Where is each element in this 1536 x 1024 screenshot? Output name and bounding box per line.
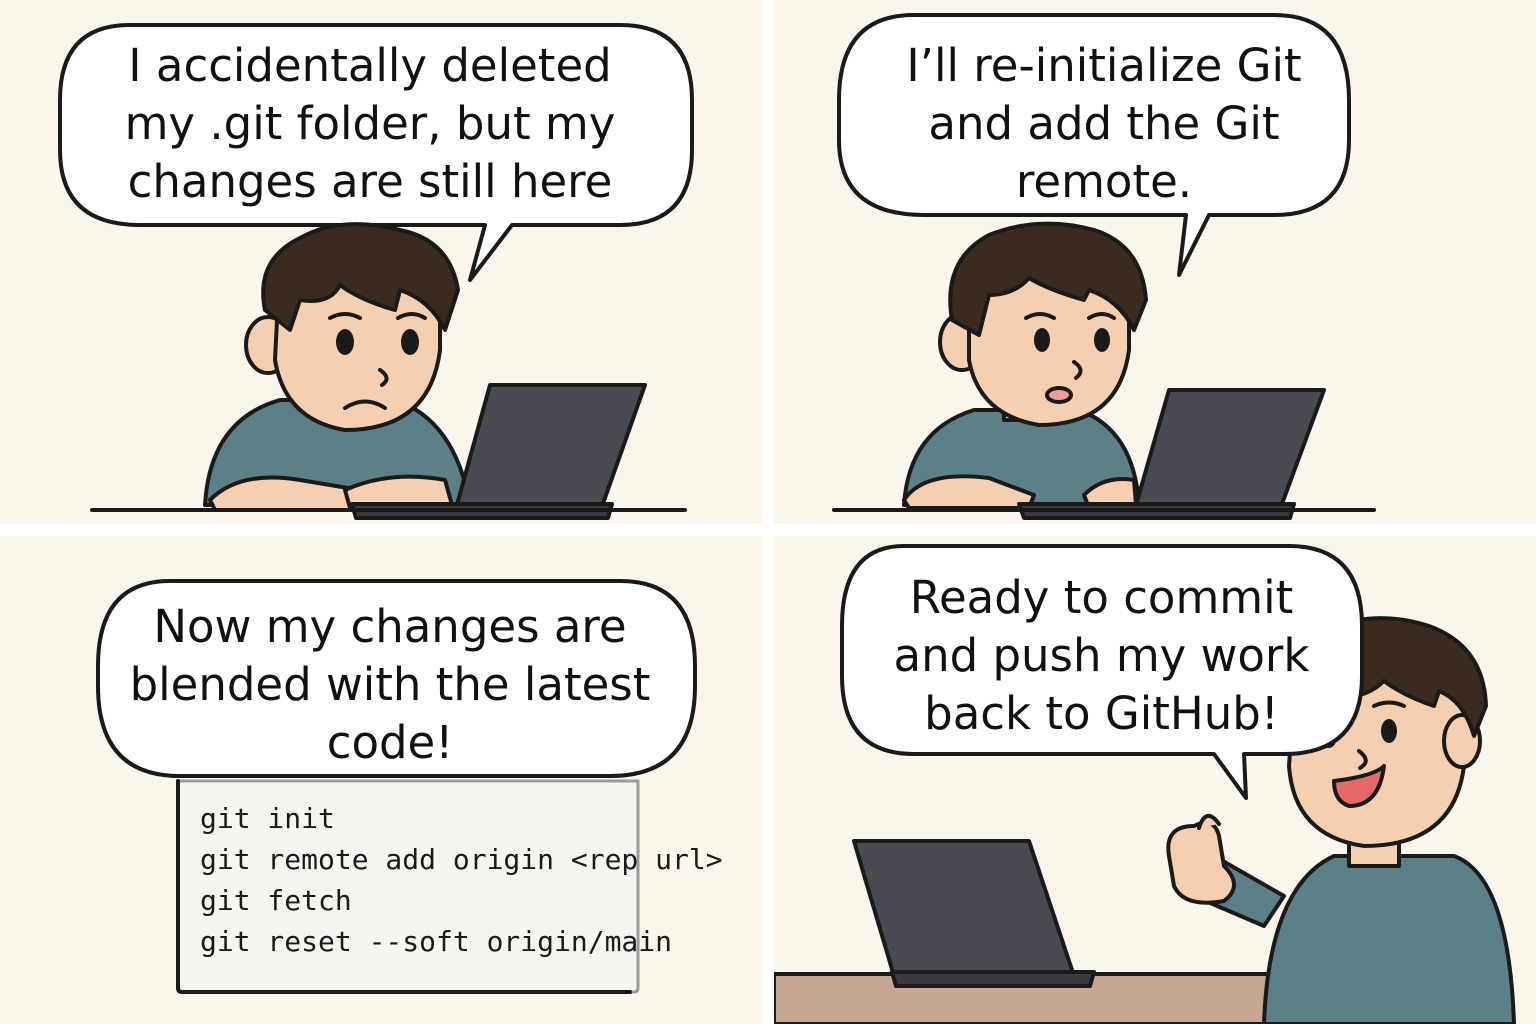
command-line: git fetch bbox=[200, 884, 352, 917]
speech-bubble-text: Ready to commit and push my work back to… bbox=[869, 569, 1334, 743]
comic-panel-2: I’ll re-initialize Git and add the Git r… bbox=[774, 0, 1536, 524]
git-commands: git init git remote add origin <rep url> g… bbox=[200, 798, 723, 962]
speech-line: my .git folder, but my bbox=[124, 97, 616, 150]
speech-line: blended with the latest bbox=[129, 658, 651, 711]
speech-line: I’ll re-initialize Git bbox=[906, 39, 1302, 92]
comic-panel-1: I accidentally deleted my .git folder, b… bbox=[0, 0, 762, 524]
thumbs-up-boy-illustration bbox=[774, 544, 1516, 1024]
speech-bubble bbox=[837, 13, 1351, 277]
laptop-screen bbox=[453, 383, 647, 514]
speech-line: Ready to commit bbox=[909, 571, 1294, 624]
comic-panel-3: Now my changes are blended with the late… bbox=[0, 536, 762, 1024]
speech-line: I accidentally deleted bbox=[128, 39, 612, 92]
speech-line: remote. bbox=[1015, 155, 1193, 208]
speech-line: Now my changes are bbox=[153, 600, 627, 653]
laptop-screen bbox=[852, 839, 1076, 978]
worried-boy-illustration bbox=[58, 23, 694, 520]
talking-boy-illustration bbox=[832, 13, 1376, 520]
speech-line: code! bbox=[326, 716, 454, 769]
speech-line: and add the Git bbox=[928, 97, 1280, 150]
speech-line: back to GitHub! bbox=[924, 687, 1279, 740]
speech-bubble bbox=[840, 544, 1364, 800]
command-line: git remote add origin <rep url> bbox=[200, 843, 723, 876]
speech-bubble-text: I’ll re-initialize Git and add the Git r… bbox=[869, 37, 1339, 211]
thumbs-up-hand bbox=[1166, 820, 1236, 905]
bubble-and-terminal-illustration bbox=[96, 579, 697, 994]
speech-bubble-text: I accidentally deleted my .git folder, b… bbox=[115, 37, 625, 211]
comic-panel-4: Ready to commit and push my work back to… bbox=[774, 536, 1536, 1024]
speech-line: and push my work bbox=[893, 629, 1310, 682]
speech-bubble bbox=[58, 23, 694, 282]
speech-line: changes are still here bbox=[127, 155, 613, 208]
speech-bubble-text: Now my changes are blended with the late… bbox=[110, 598, 670, 772]
command-line: git init bbox=[200, 802, 335, 835]
speech-bubble bbox=[96, 579, 697, 778]
hair bbox=[948, 221, 1148, 337]
hair bbox=[261, 222, 460, 332]
command-line: git reset --soft origin/main bbox=[200, 925, 673, 958]
laptop-screen bbox=[1132, 388, 1326, 514]
